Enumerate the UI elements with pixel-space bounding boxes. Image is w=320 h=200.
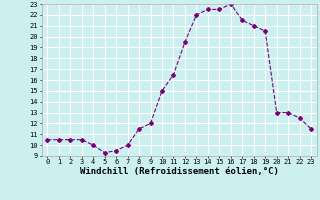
X-axis label: Windchill (Refroidissement éolien,°C): Windchill (Refroidissement éolien,°C) (80, 167, 279, 176)
